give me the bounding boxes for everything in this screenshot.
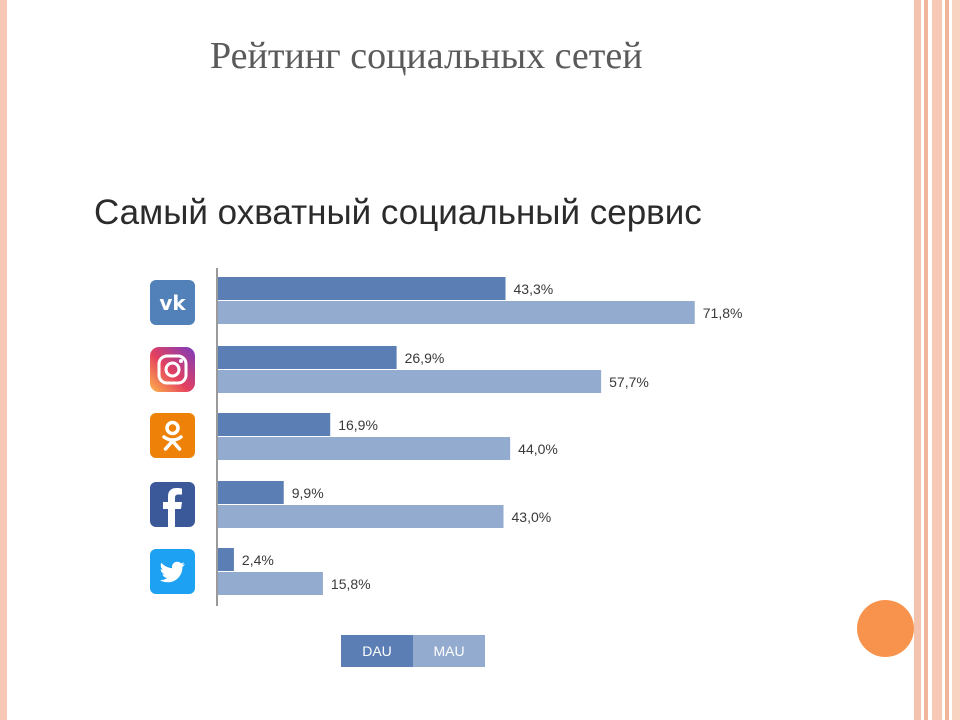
svg-text:vk: vk [159,291,186,315]
chart-legend: DAU MAU [341,635,485,667]
data-label-dau-instagram: 26,9% [405,350,445,366]
data-label-mau-vk: 71,8% [703,305,743,321]
bar-dau-vk [218,277,506,300]
data-label-mau-odnoklassniki: 44,0% [518,441,558,457]
bar-dau-instagram [218,346,397,369]
bar-dau-odnoklassniki [218,413,331,436]
data-label-mau-facebook: 43,0% [512,509,552,525]
data-label-dau-twitter: 2,4% [242,552,274,568]
chart-title: Самый охватный социальный сервис [94,193,702,232]
data-label-dau-odnoklassniki: 16,9% [338,417,378,433]
facebook-icon [150,482,195,527]
bar-mau-vk [218,301,695,324]
slide-title: Рейтинг социальных сетей [210,35,643,77]
legend-item-dau: DAU [341,635,413,667]
twitter-icon [150,549,195,594]
bar-mau-instagram [218,370,602,393]
bar-dau-twitter [218,548,234,571]
data-label-mau-twitter: 15,8% [331,576,371,592]
slide-border-right [914,0,960,720]
bar-dau-facebook [218,481,284,504]
bar-mau-twitter [218,572,323,595]
data-label-mau-instagram: 57,7% [609,374,649,390]
decorative-circle [857,600,914,657]
data-label-dau-vk: 43,3% [514,281,554,297]
slide-border-left [0,0,7,720]
bar-mau-odnoklassniki [218,437,511,460]
odnoklassniki-icon [150,413,195,458]
vk-icon: vk [150,280,195,325]
instagram-icon [150,347,195,392]
data-label-dau-facebook: 9,9% [292,485,324,501]
legend-item-mau: MAU [413,635,485,667]
bar-mau-facebook [218,505,504,528]
